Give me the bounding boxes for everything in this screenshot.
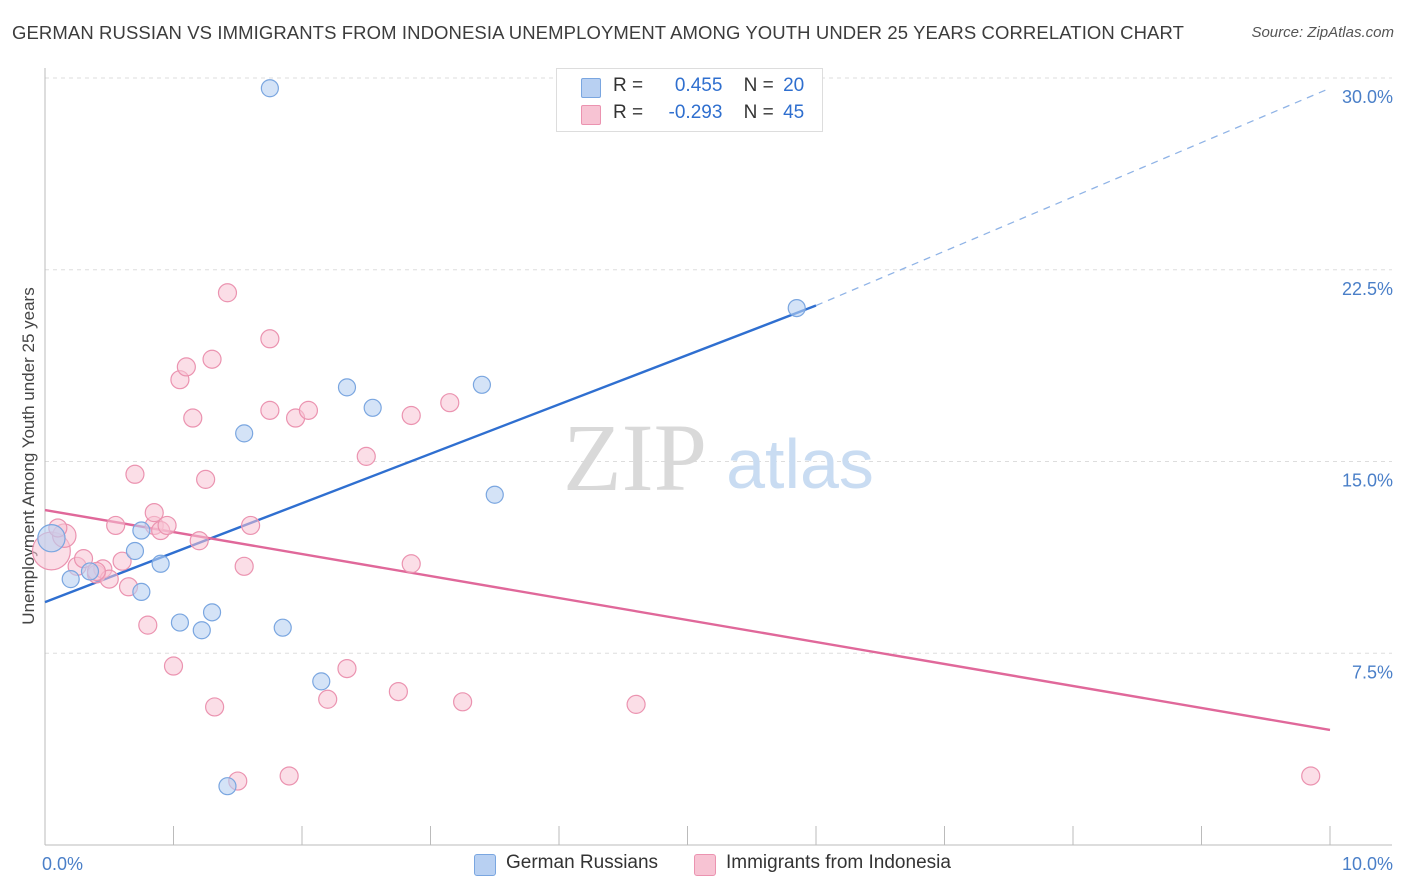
data-point-immigrants-from-indonesia	[138, 615, 158, 635]
data-point-german-russians	[485, 485, 504, 504]
data-point-german-russians	[132, 582, 151, 601]
data-point-german-russians	[787, 299, 806, 318]
data-point-immigrants-from-indonesia	[356, 446, 376, 466]
data-point-immigrants-from-indonesia	[163, 656, 184, 676]
legend-r-label: R =	[613, 102, 644, 123]
legend-n-label: N =	[743, 102, 774, 123]
data-point-immigrants-from-indonesia	[217, 283, 238, 303]
data-point-immigrants-from-indonesia	[202, 349, 222, 369]
data-point-german-russians	[218, 777, 237, 796]
data-point-immigrants-from-indonesia	[157, 515, 177, 536]
data-point-immigrants-from-indonesia	[388, 681, 408, 702]
trend-line-immigrants-from-indonesia	[44, 508, 1331, 732]
series-legend: German Russians Immigrants from Indonesi…	[0, 852, 1406, 878]
data-point-immigrants-from-indonesia	[241, 515, 261, 536]
data-point-immigrants-from-indonesia	[183, 408, 203, 428]
data-point-german-russians	[363, 398, 382, 417]
legend-r-label: R =	[613, 75, 644, 96]
data-point-immigrants-from-indonesia	[279, 766, 299, 786]
tick-labels: 7.5% 15.0% 22.5% 30.0% 0.0% 10.0%	[42, 87, 1393, 874]
watermark-zip: ZIP	[563, 404, 707, 511]
data-point-immigrants-from-indonesia	[205, 697, 225, 717]
data-point-immigrants-from-indonesia	[298, 400, 319, 420]
data-point-immigrants-from-indonesia	[401, 554, 421, 574]
data-point-immigrants-from-indonesia	[234, 556, 254, 576]
data-point-immigrants-from-indonesia	[260, 329, 280, 349]
legend-item-german-russians: German Russians	[474, 852, 659, 876]
legend-n-value: 45	[783, 102, 805, 123]
data-point-immigrants-from-indonesia	[337, 658, 357, 679]
data-point-immigrants-from-indonesia	[196, 469, 216, 489]
watermark: ZIP atlas	[563, 404, 874, 511]
y-tick-label: 7.5%	[1352, 662, 1393, 682]
data-point-german-russians	[273, 618, 292, 637]
legend-row-immigrants-from-indonesia: R = -0.293 N = 45	[581, 102, 805, 125]
data-point-german-russians	[125, 541, 145, 561]
x-tick-label: 10.0%	[1342, 854, 1393, 874]
data-point-immigrants-from-indonesia	[260, 400, 280, 420]
legend-swatch-pink	[581, 105, 601, 125]
data-point-immigrants-from-indonesia	[112, 551, 132, 571]
y-tick-label: 22.5%	[1342, 279, 1393, 299]
data-point-german-russians	[472, 375, 491, 394]
trend-line-extension-german-russians	[815, 87, 1331, 307]
data-point-immigrants-from-indonesia	[453, 692, 473, 712]
legend-row-german-russians: R = 0.455 N = 20	[581, 75, 805, 98]
chart-title: GERMAN RUSSIAN VS IMMIGRANTS FROM INDONE…	[12, 22, 1185, 43]
data-point-immigrants-from-indonesia	[106, 515, 126, 536]
data-point-immigrants-from-indonesia	[189, 531, 209, 551]
data-point-german-russians	[312, 672, 331, 691]
correlation-legend: R = 0.455 N = 20 R = -0.293 N = 45	[556, 68, 823, 132]
legend-n-label: N =	[743, 75, 774, 96]
y-tick-label: 30.0%	[1342, 87, 1393, 107]
legend-label: German Russians	[506, 852, 659, 873]
trend-line-german-russians	[44, 304, 817, 604]
data-point-immigrants-from-indonesia	[1301, 766, 1321, 786]
legend-r-value: 0.455	[674, 75, 723, 96]
data-point-immigrants-from-indonesia	[626, 694, 646, 714]
data-point-german-russians	[192, 621, 211, 640]
legend-label: Immigrants from Indonesia	[726, 852, 951, 873]
legend-swatch-pink	[694, 854, 716, 876]
data-point-immigrants-from-indonesia	[125, 464, 145, 484]
data-point-immigrants-from-indonesia	[144, 503, 164, 523]
data-point-immigrants-from-indonesia	[401, 405, 421, 426]
data-point-german-russians	[80, 562, 100, 581]
data-point-german-russians	[61, 570, 80, 589]
source-label: Source: ZipAtlas.com	[1251, 24, 1394, 41]
data-point-german-russians	[37, 524, 66, 553]
legend-swatch-blue	[474, 854, 496, 876]
data-point-german-russians	[202, 603, 222, 622]
data-point-immigrants-from-indonesia	[176, 357, 196, 377]
series-immigrants-from-indonesia	[31, 283, 1321, 791]
data-point-german-russians	[132, 521, 151, 540]
legend-r-value: -0.293	[668, 102, 723, 123]
data-point-immigrants-from-indonesia	[318, 689, 338, 709]
legend-item-immigrants-from-indonesia: Immigrants from Indonesia	[694, 852, 951, 876]
data-point-german-russians	[260, 79, 279, 98]
data-point-german-russians	[235, 424, 254, 443]
series-german-russians	[37, 79, 806, 796]
data-point-german-russians	[337, 378, 357, 397]
data-point-immigrants-from-indonesia	[440, 393, 460, 413]
data-point-german-russians	[170, 613, 190, 632]
x-tick-label: 0.0%	[42, 854, 83, 874]
legend-n-value: 20	[783, 75, 805, 96]
legend-swatch-blue	[581, 78, 601, 98]
y-tick-label: 15.0%	[1342, 471, 1393, 491]
trend-lines	[44, 87, 1331, 732]
axes	[44, 68, 1392, 846]
data-point-german-russians	[151, 554, 170, 573]
watermark-atlas: atlas	[726, 425, 874, 503]
